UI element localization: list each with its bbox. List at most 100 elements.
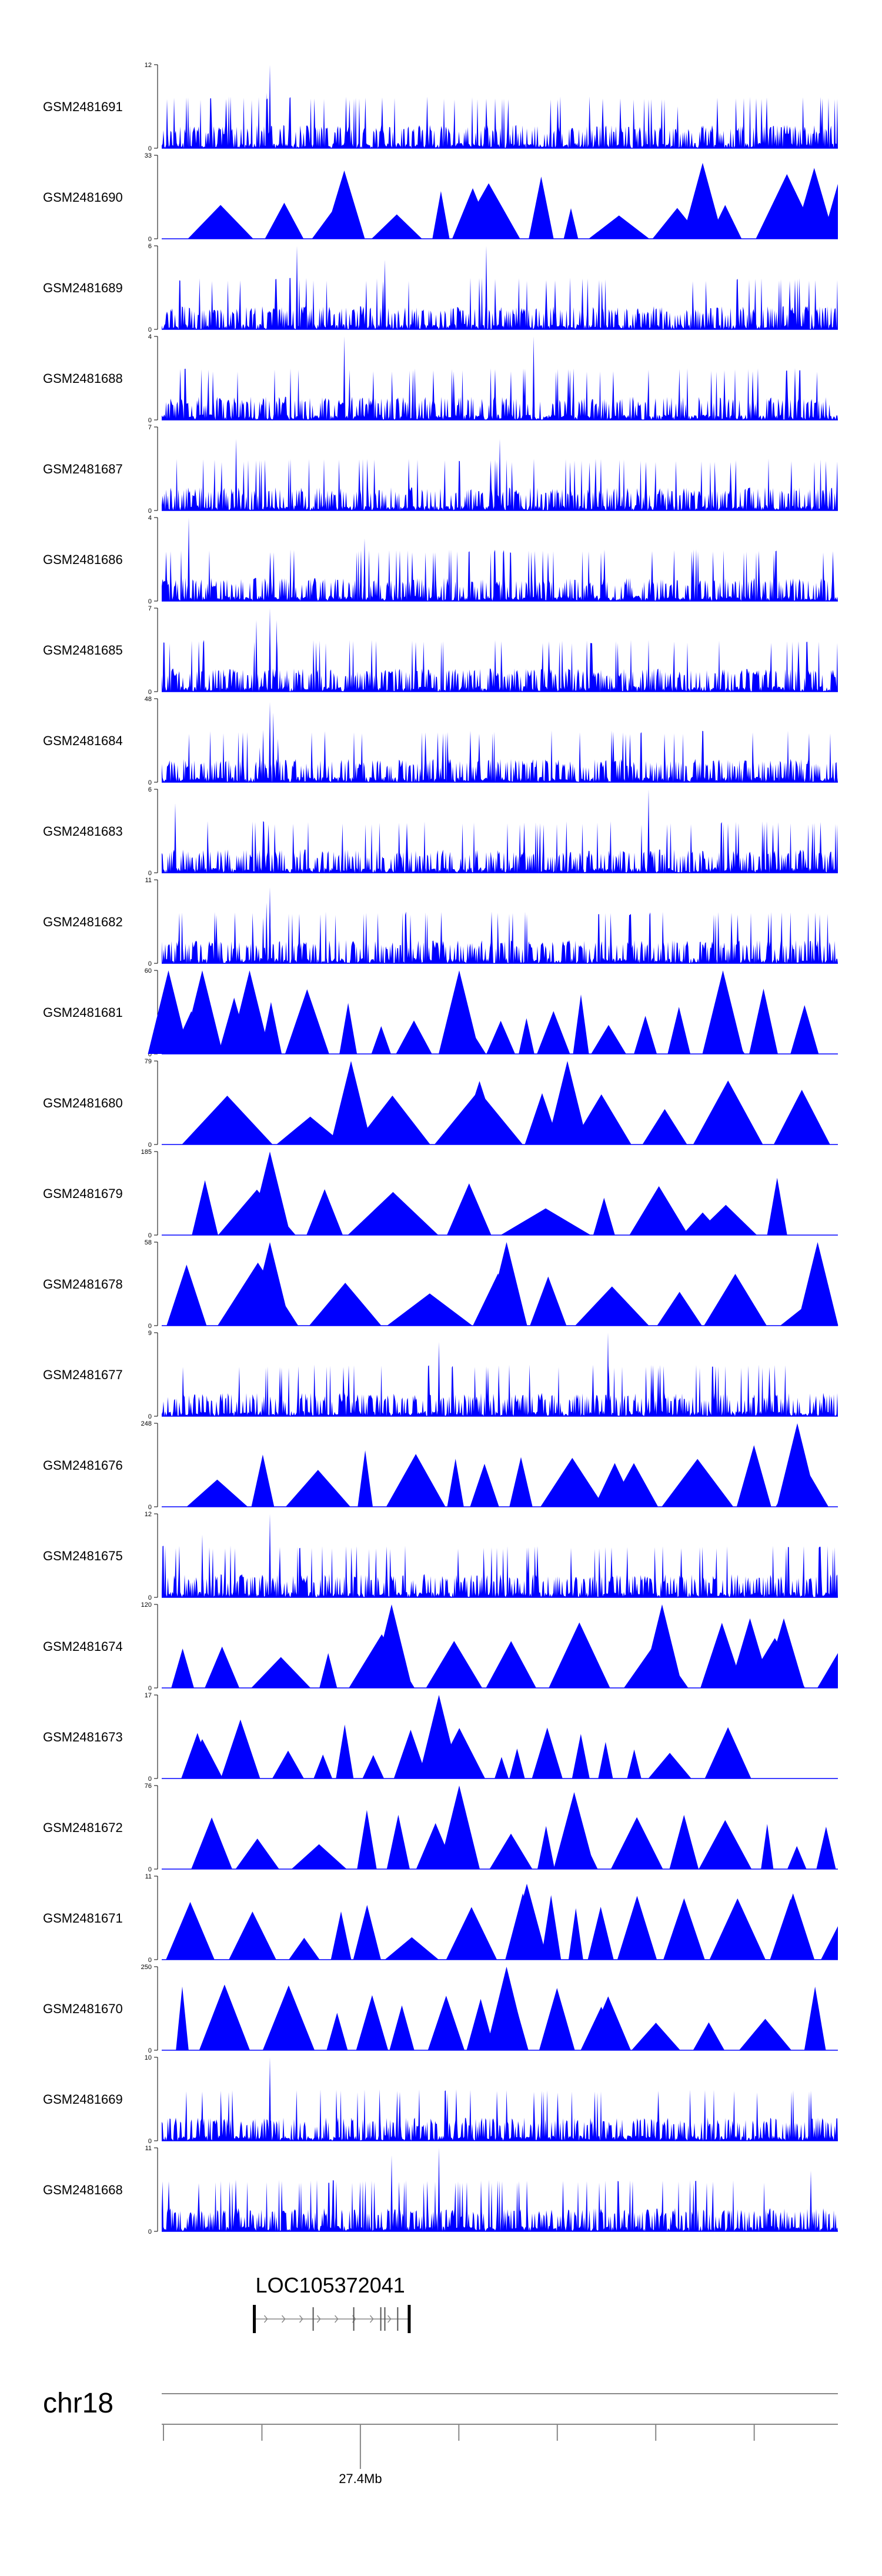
track-ymin-label: 0 <box>148 960 152 967</box>
track-label: GSM2481681 <box>43 1005 123 1020</box>
signal-peak <box>343 336 346 420</box>
gene-exon <box>312 2307 314 2331</box>
signal-peak <box>594 1463 636 1507</box>
signal-peak <box>676 106 679 148</box>
signal-area <box>162 1177 838 1235</box>
track-ymax-label: 7 <box>148 605 152 612</box>
signal-area <box>162 1984 838 2050</box>
track-ymax-label: 10 <box>145 2054 152 2061</box>
track-GSM2481682: GSM2481682 11 0 <box>43 877 838 967</box>
track-label: GSM2481688 <box>43 371 123 386</box>
track-label: GSM2481679 <box>43 1186 123 1201</box>
track-ymax-label: 12 <box>145 1511 152 1518</box>
signal-area <box>162 640 838 692</box>
signal-peak <box>729 1618 771 1688</box>
track-ymax-label: 48 <box>145 696 152 703</box>
signal-peak <box>269 887 271 963</box>
strand-arrow-icon <box>263 2315 268 2323</box>
signal-peak <box>235 439 238 510</box>
track-label: GSM2481690 <box>43 190 123 205</box>
track-label: GSM2481673 <box>43 1730 123 1744</box>
signal-peak <box>188 518 190 601</box>
track-ymax-label: 120 <box>141 1601 152 1609</box>
strand-arrow-icon <box>281 2315 286 2323</box>
signal-peak <box>371 1604 412 1688</box>
signal-peak <box>702 970 744 1054</box>
track-ymin-label: 0 <box>148 1413 152 1420</box>
track-GSM2481691: GSM2481691 12 0 <box>43 62 838 152</box>
signal-area <box>162 730 838 782</box>
signal-peak <box>459 1081 500 1144</box>
genome-axis: chr18 27.4Mb <box>43 2388 838 2486</box>
track-ymin-label: 0 <box>148 1232 152 1239</box>
track-label: GSM2481670 <box>43 2001 123 2016</box>
track-GSM2481683: GSM2481683 6 0 <box>43 786 838 877</box>
strand-arrow-icon <box>387 2315 392 2323</box>
signal-area <box>162 912 838 963</box>
track-GSM2481668: GSM2481668 11 0 <box>43 2145 838 2235</box>
track-ymin-label: 0 <box>148 1594 152 1601</box>
signal-peak <box>797 1242 838 1326</box>
track-label: GSM2481684 <box>43 733 123 748</box>
track-ymax-label: 58 <box>145 1239 152 1246</box>
signal-peak <box>526 1221 568 1235</box>
signal-area <box>162 821 838 873</box>
track-ymax-label: 4 <box>148 333 152 341</box>
track-ymax-label: 11 <box>145 1873 152 1880</box>
signal-area <box>162 549 838 601</box>
signal-peak <box>249 1242 290 1326</box>
signal-peak <box>229 970 270 1054</box>
track-ymax-label: 33 <box>145 152 152 159</box>
track-label: GSM2481669 <box>43 2092 123 2107</box>
signal-peak <box>323 170 365 239</box>
signal-peak <box>580 2007 622 2050</box>
track-ymin-label: 0 <box>148 689 152 696</box>
signal-peak <box>607 1333 609 1416</box>
signal-area <box>162 1893 838 1960</box>
strand-arrow-icon <box>316 2315 321 2323</box>
signal-peak <box>642 1604 683 1688</box>
axis-tick-label: 27.4Mb <box>339 2471 382 2486</box>
signal-peak <box>201 1534 203 1597</box>
signal-peak <box>486 1242 527 1326</box>
track-GSM2481684: GSM2481684 48 0 <box>43 696 838 786</box>
track-GSM2481690: GSM2481690 33 0 <box>43 152 838 243</box>
track-GSM2481680: GSM2481680 79 0 <box>43 1058 838 1149</box>
track-label: GSM2481686 <box>43 552 123 567</box>
track-ymin-label: 0 <box>148 870 152 877</box>
gene-exon <box>253 2305 256 2333</box>
track-ymin-label: 0 <box>148 236 152 243</box>
signal-peak <box>255 620 258 692</box>
signal-peak <box>390 2155 393 2231</box>
signal-area <box>162 1719 838 1778</box>
track-label: GSM2481676 <box>43 1458 123 1473</box>
track-GSM2481676: GSM2481676 248 0 <box>43 1420 838 1511</box>
track-ymax-label: 6 <box>148 786 152 793</box>
track-ymin-label: 0 <box>148 779 152 786</box>
signal-peak <box>770 1898 811 1960</box>
signal-area <box>162 96 838 148</box>
signal-peak <box>452 188 493 239</box>
signal-peak <box>763 1618 804 1688</box>
track-label: GSM2481668 <box>43 2183 123 2197</box>
track-ymax-label: 11 <box>145 877 152 884</box>
signal-peak <box>532 336 535 420</box>
signal-peak <box>437 2148 440 2231</box>
track-label: GSM2481677 <box>43 1367 123 1382</box>
signal-area <box>162 1445 838 1507</box>
track-ymin-label: 0 <box>148 1776 152 1783</box>
signal-peak <box>296 246 298 329</box>
track-label: GSM2481691 <box>43 99 123 114</box>
signal-peak <box>439 1786 480 1869</box>
signal-peak <box>363 538 366 601</box>
track-ymax-label: 250 <box>141 1964 152 1971</box>
signal-peak <box>499 439 501 510</box>
track-ymax-label: 76 <box>145 1783 152 1790</box>
track-GSM2481675: GSM2481675 12 0 <box>43 1511 838 1601</box>
signal-peak <box>793 168 835 239</box>
signal-peak <box>682 162 723 239</box>
track-GSM2481688: GSM2481688 4 0 <box>43 333 838 424</box>
track-ymin-label: 0 <box>148 1866 152 1873</box>
track-ymin-label: 0 <box>148 1957 152 1964</box>
track-ymax-label: 9 <box>148 1330 152 1337</box>
